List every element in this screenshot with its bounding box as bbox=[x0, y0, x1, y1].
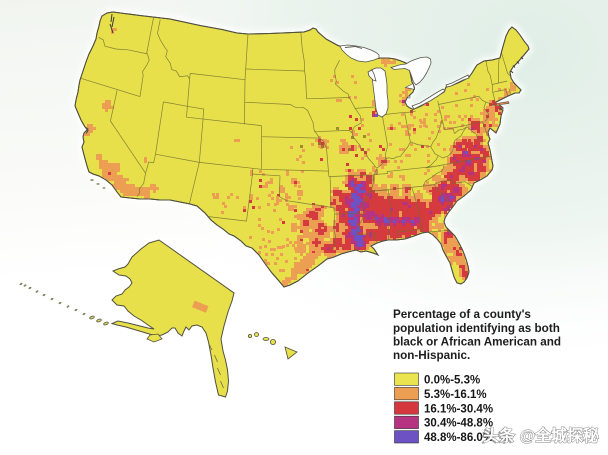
svg-text:black or African American and: black or African American and bbox=[393, 335, 561, 348]
svg-text:30.4%-48.8%: 30.4%-48.8% bbox=[424, 418, 493, 430]
svg-text:population identifying as both: population identifying as both bbox=[393, 322, 560, 335]
svg-text:16.1%-30.4%: 16.1%-30.4% bbox=[424, 403, 493, 415]
svg-text:头条: 头条 bbox=[481, 427, 514, 446]
svg-text:48.8%-86.0%: 48.8%-86.0% bbox=[424, 432, 493, 444]
svg-text:5.3%-16.1%: 5.3%-16.1% bbox=[424, 389, 487, 401]
svg-text:non-Hispanic.: non-Hispanic. bbox=[393, 349, 470, 362]
svg-text:Percentage of a county's: Percentage of a county's bbox=[393, 308, 531, 321]
svg-text:0.0%-5.3%: 0.0%-5.3% bbox=[424, 375, 480, 387]
svg-text:头条 @全城探秘: 头条 @全城探秘 bbox=[483, 426, 599, 445]
